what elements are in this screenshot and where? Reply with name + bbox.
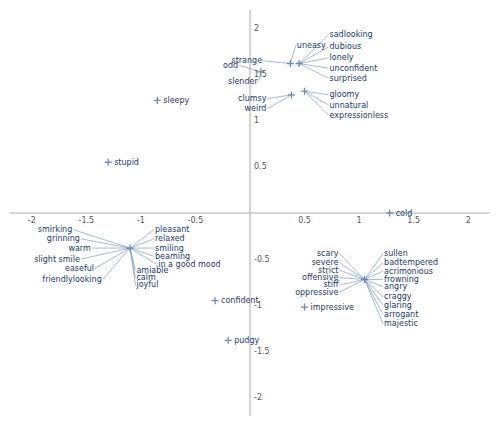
word-label: joyful <box>135 280 158 289</box>
point-marker <box>105 159 112 166</box>
cluster-link <box>263 61 290 64</box>
word-label: lonely <box>330 53 354 62</box>
axes <box>10 10 490 416</box>
word-label: pudgy <box>234 336 259 345</box>
x-tick-label: 1 <box>357 216 362 225</box>
y-tick-label: -1 <box>254 301 262 310</box>
y-tick-label: -1.5 <box>254 347 270 356</box>
cluster-link <box>339 263 364 280</box>
cluster-link <box>130 230 154 248</box>
point-marker <box>212 297 219 304</box>
y-tick-label: 1.5 <box>254 70 267 79</box>
cluster-link <box>103 248 130 279</box>
word-label: sadlooking <box>330 30 373 39</box>
x-tick-label: -1 <box>137 216 145 225</box>
y-tick-label: 2 <box>254 24 259 33</box>
word-label: friendlylooking <box>42 275 101 284</box>
cluster-link <box>130 248 157 265</box>
chart: sadlooking dubious lonely unconfidentsurpri… <box>0 0 500 426</box>
y-tick-label: 0.5 <box>254 162 267 171</box>
cluster-link <box>365 271 384 279</box>
word-label: sleepy <box>163 96 189 105</box>
y-tick-label: -2 <box>254 393 262 402</box>
word-label: clumsy <box>238 94 267 103</box>
word-label: unconfident <box>330 64 378 73</box>
cluster-link <box>365 263 384 280</box>
cluster-link <box>299 64 328 79</box>
cluster-link <box>365 279 384 314</box>
word-label: weird <box>245 104 267 113</box>
labels: sadlooking dubious lonely unconfidentsurpri… <box>34 30 438 344</box>
word-label: stupid <box>114 158 139 167</box>
point-marker <box>301 88 308 95</box>
word-label: uneasy <box>297 41 326 50</box>
x-tick-label: 0.5 <box>298 216 311 225</box>
word-label: slight smile <box>34 255 80 264</box>
cluster-link <box>365 279 384 297</box>
cluster-link <box>339 278 364 280</box>
point-marker <box>154 97 161 104</box>
point-marker <box>225 337 232 344</box>
word-label: warm <box>68 244 91 253</box>
point-marker <box>386 210 393 217</box>
cluster-link <box>299 58 328 64</box>
word-label: surprised <box>330 74 367 83</box>
word-label: majestic <box>384 319 418 328</box>
cluster-link <box>365 254 384 280</box>
word-label: scary <box>317 249 339 258</box>
point-marker <box>287 60 294 67</box>
word-label: impressive <box>311 303 354 312</box>
point-marker <box>288 91 295 98</box>
word-label: gloomy <box>330 90 360 99</box>
cluster-link <box>339 279 364 292</box>
tick-labels: -2 -1.5 -1 -0.5 0.5 1 1.5 2 -2 -1.5 -1 -0.5 0.5 1 1.5 2 <box>28 24 471 402</box>
word-label: relaxed <box>155 234 185 243</box>
y-axis-line <box>250 10 251 416</box>
point-marker <box>296 60 303 67</box>
word-label: dubious <box>330 42 362 51</box>
cluster-link <box>339 254 364 280</box>
word-label: oppressive <box>295 288 338 297</box>
marks <box>73 35 393 344</box>
word-label: smirking <box>38 225 72 234</box>
cluster-link <box>339 279 364 285</box>
word-label: odd <box>223 61 238 70</box>
x-tick-label: 2 <box>466 216 471 225</box>
word-label: angry <box>384 282 407 291</box>
word-label: grinning <box>47 234 80 243</box>
cluster-link <box>339 270 364 279</box>
y-tick-label: 1 <box>254 116 259 125</box>
word-label: expressionless <box>330 111 389 120</box>
point-marker <box>361 276 368 283</box>
x-tick-label: -0.5 <box>188 216 204 225</box>
word-label: pleasant <box>155 225 189 234</box>
word-label: unnatural <box>330 101 369 110</box>
cluster-link <box>130 239 154 248</box>
y-tick-label: -0.5 <box>254 255 270 264</box>
cluster-link <box>130 248 154 249</box>
cluster-link <box>305 91 329 115</box>
word-label: glaring <box>384 301 412 310</box>
cluster-link <box>130 248 135 285</box>
word-label: arrogant <box>384 310 418 319</box>
cluster-link <box>267 95 291 109</box>
word-label: sullen <box>384 249 408 258</box>
cluster-link <box>95 248 130 268</box>
x-tick-label: -2 <box>28 216 36 225</box>
point-marker <box>301 304 308 311</box>
word-label: easeful <box>65 264 94 273</box>
x-tick-label: 1.5 <box>407 216 420 225</box>
cluster-link <box>365 279 384 323</box>
cluster-link <box>92 248 130 249</box>
point-marker <box>127 245 134 252</box>
x-tick-label: -1.5 <box>79 216 95 225</box>
cluster-link <box>290 45 295 63</box>
chart-container: sadlooking dubious lonely unconfidentsurpri… <box>0 0 500 426</box>
